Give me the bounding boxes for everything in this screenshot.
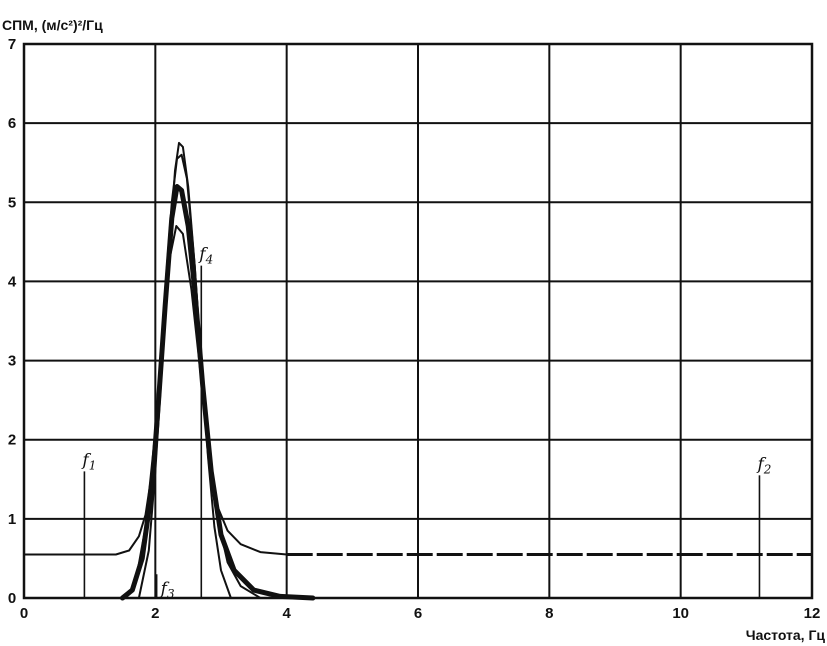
x-axis-label: Частота, Гц xyxy=(746,627,826,643)
x-tick-label: 10 xyxy=(672,605,689,622)
y-tick-label: 4 xyxy=(8,273,17,290)
series-line-1 xyxy=(23,153,288,556)
y-tick-label: 0 xyxy=(8,590,16,607)
grid xyxy=(24,44,812,598)
marker-label-f3: f3 xyxy=(159,579,175,601)
series-group xyxy=(23,141,812,601)
series-line-4 xyxy=(137,141,232,599)
frequency-markers: f1 f3 f4 f2 xyxy=(80,245,771,601)
y-tick-label: 6 xyxy=(8,115,16,132)
y-tick-label: 2 xyxy=(8,432,16,449)
series-line-5 xyxy=(124,225,262,599)
y-tick-label: 1 xyxy=(8,511,16,528)
marker-label-f2: f2 xyxy=(755,454,771,476)
x-tick-label: 0 xyxy=(20,605,28,622)
series-line-3 xyxy=(120,184,316,601)
plot-frame xyxy=(22,42,814,600)
x-tick-label: 12 xyxy=(804,605,821,622)
x-tick-label: 2 xyxy=(151,605,159,622)
y-axis-label: СПМ, (м/с²)²/Гц xyxy=(2,17,103,33)
y-tick-label: 7 xyxy=(8,36,16,53)
x-tick-label: 6 xyxy=(414,605,422,622)
marker-label-f1: f1 xyxy=(80,450,96,472)
y-tick-label: 3 xyxy=(8,353,16,370)
x-tick-label: 8 xyxy=(545,605,553,622)
x-tick-label: 4 xyxy=(282,605,291,622)
marker-label-f4: f4 xyxy=(197,245,213,267)
y-tick-label: 5 xyxy=(8,194,16,211)
